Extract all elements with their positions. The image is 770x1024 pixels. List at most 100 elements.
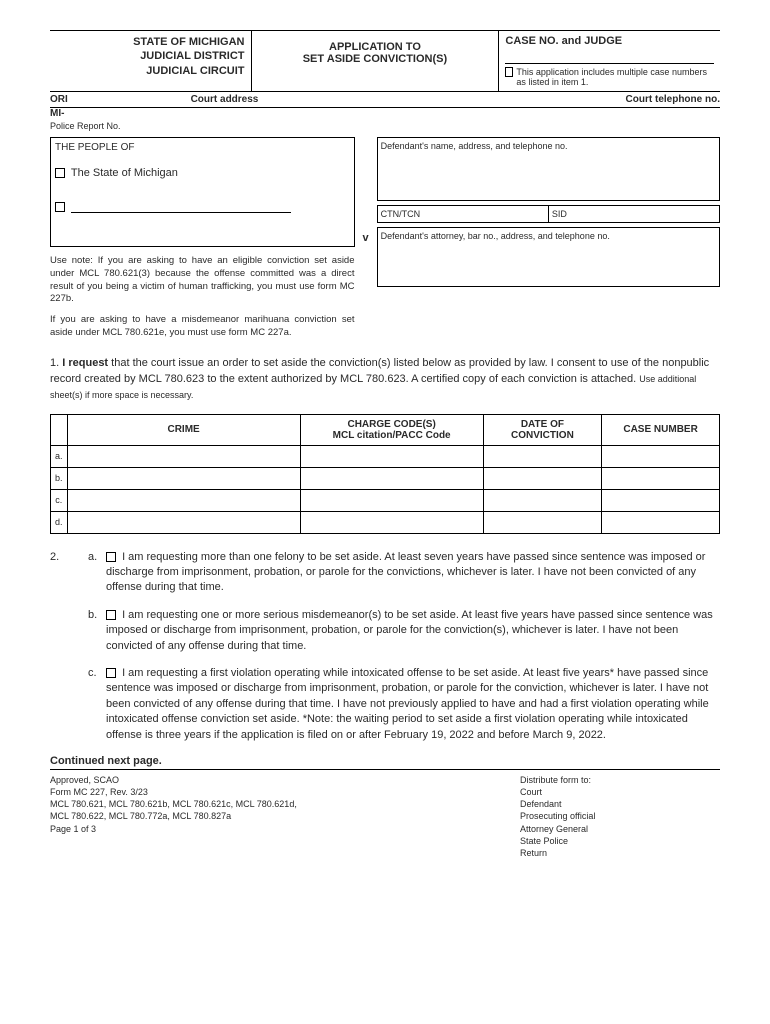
item-2a-text: I am requesting more than one felony to … [106,551,705,594]
versus-separator: v [363,137,369,340]
multi-case-note: This application includes multiple case … [516,67,714,87]
crime-cell[interactable] [67,467,300,489]
row-label-d: d. [51,511,68,533]
date-cell[interactable] [483,467,602,489]
item-2: 2. a. I am requesting more than one felo… [50,550,720,743]
case-cell[interactable] [602,511,720,533]
multi-case-checkbox[interactable] [505,67,513,77]
charge-code-header: CHARGE CODE(S)MCL citation/PACC Code [300,414,483,445]
use-note-2: If you are asking to have a misdemeanor … [50,314,355,340]
case-no-label: CASE NO. and JUDGE [505,35,714,47]
footer-mcl-1: MCL 780.621, MCL 780.621b, MCL 780.621c,… [50,798,297,810]
header-title-block: APPLICATION TO SET ASIDE CONVICTION(S) [251,31,499,92]
footer-page: Page 1 of 3 [50,823,297,835]
distribute-defendant: Defendant [520,798,720,810]
district-label: JUDICIAL DISTRICT [56,49,245,63]
ctn-label: CTN/TCN [381,209,421,219]
defendant-label: Defendant's name, address, and telephone… [381,141,568,151]
item-2b-letter: b. [88,608,106,654]
item-2c-letter: c. [88,666,106,743]
plaintiff-box: THE PEOPLE OF The State of Michigan [50,137,355,247]
footer-approved: Approved, SCAO [50,774,297,786]
table-row: c. [51,489,720,511]
police-report-label: Police Report No. [50,119,720,133]
table-row: a. [51,445,720,467]
footer-right: Distribute form to: Court Defendant Pros… [520,774,720,859]
attorney-label: Defendant's attorney, bar no., address, … [381,231,610,241]
plaintiff-column: THE PEOPLE OF The State of Michigan Use … [50,137,355,340]
state-label: STATE OF MICHIGAN [56,35,245,49]
date-cell[interactable] [483,489,602,511]
footer-mcl-2: MCL 780.622, MCL 780.772a, MCL 780.827a [50,810,297,822]
row-label-a: a. [51,445,68,467]
item-2b: b. I am requesting one or more serious m… [50,608,720,654]
attorney-info-box[interactable]: Defendant's attorney, bar no., address, … [377,227,720,287]
form-header-table: STATE OF MICHIGAN JUDICIAL DISTRICT JUDI… [50,30,720,92]
row-label-b: b. [51,467,68,489]
distribute-sp: State Police [520,835,720,847]
header-case-block: CASE NO. and JUDGE This application incl… [499,31,720,92]
crime-table: CRIME CHARGE CODE(S)MCL citation/PACC Co… [50,414,720,534]
item-2-num: 2. [50,550,88,596]
item-2c-checkbox[interactable] [106,668,116,678]
item-2a-letter: a. [88,550,106,596]
footer-left: Approved, SCAO Form MC 227, Rev. 3/23 MC… [50,774,297,859]
date-header: DATE OFCONVICTION [483,414,602,445]
sid-box[interactable]: SID [549,206,719,222]
table-row: b. [51,467,720,489]
mi-label: MI- [50,108,720,119]
item-2b-text: I am requesting one or more serious misd… [106,609,713,652]
distribute-label: Distribute form to: [520,774,720,786]
distribute-court: Court [520,786,720,798]
case-cell[interactable] [602,489,720,511]
charge-cell[interactable] [300,489,483,511]
item-1: 1. I request that the court issue an ord… [50,356,720,404]
table-row: d. [51,511,720,533]
defendant-info-box[interactable]: Defendant's name, address, and telephone… [377,137,720,201]
state-mi-label: The State of Michigan [71,167,178,179]
defendant-column: Defendant's name, address, and telephone… [377,137,720,340]
crime-cell[interactable] [67,489,300,511]
item-2a-checkbox[interactable] [106,552,116,562]
crime-header: CRIME [67,414,300,445]
form-footer: Approved, SCAO Form MC 227, Rev. 3/23 MC… [50,774,720,859]
header-state-block: STATE OF MICHIGAN JUDICIAL DISTRICT JUDI… [50,31,251,92]
date-cell[interactable] [483,511,602,533]
ctn-sid-row: CTN/TCN SID [377,205,720,223]
continued-label: Continued next page. [50,755,720,770]
charge-cell[interactable] [300,467,483,489]
case-cell[interactable] [602,445,720,467]
form-title-2: SET ASIDE CONVICTION(S) [258,53,493,65]
state-mi-checkbox[interactable] [55,168,65,178]
case-cell[interactable] [602,467,720,489]
distribute-prosecuting: Prosecuting official [520,810,720,822]
other-plaintiff-line[interactable] [71,203,291,213]
ctn-box[interactable]: CTN/TCN [378,206,549,222]
form-title-1: APPLICATION TO [258,41,493,53]
other-plaintiff-checkbox[interactable] [55,202,65,212]
row-label-c: c. [51,489,68,511]
people-of-label: THE PEOPLE OF [55,142,350,153]
court-address-label: Court address [191,94,259,105]
use-note-1: Use note: If you are asking to have an e… [50,255,355,306]
date-cell[interactable] [483,445,602,467]
address-row: ORI Court address Court telephone no. [50,92,720,108]
court-phone-label: Court telephone no. [626,94,720,105]
item-2c-text: I am requesting a first violation operat… [106,667,709,741]
footer-form-no: Form MC 227, Rev. 3/23 [50,786,297,798]
crime-table-corner [51,414,68,445]
item-1-num: 1. [50,357,59,369]
crime-cell[interactable] [67,511,300,533]
ori-label: ORI [50,94,68,105]
case-number-header: CASE NUMBER [602,414,720,445]
charge-cell[interactable] [300,511,483,533]
item-1-text: that the court issue an order to set asi… [50,357,709,385]
charge-cell[interactable] [300,445,483,467]
crime-cell[interactable] [67,445,300,467]
item-2a: 2. a. I am requesting more than one felo… [50,550,720,596]
distribute-return: Return [520,847,720,859]
item-2b-checkbox[interactable] [106,610,116,620]
item-2c: c. I am requesting a first violation ope… [50,666,720,743]
sid-label: SID [552,209,567,219]
circuit-label: JUDICIAL CIRCUIT [56,64,245,78]
